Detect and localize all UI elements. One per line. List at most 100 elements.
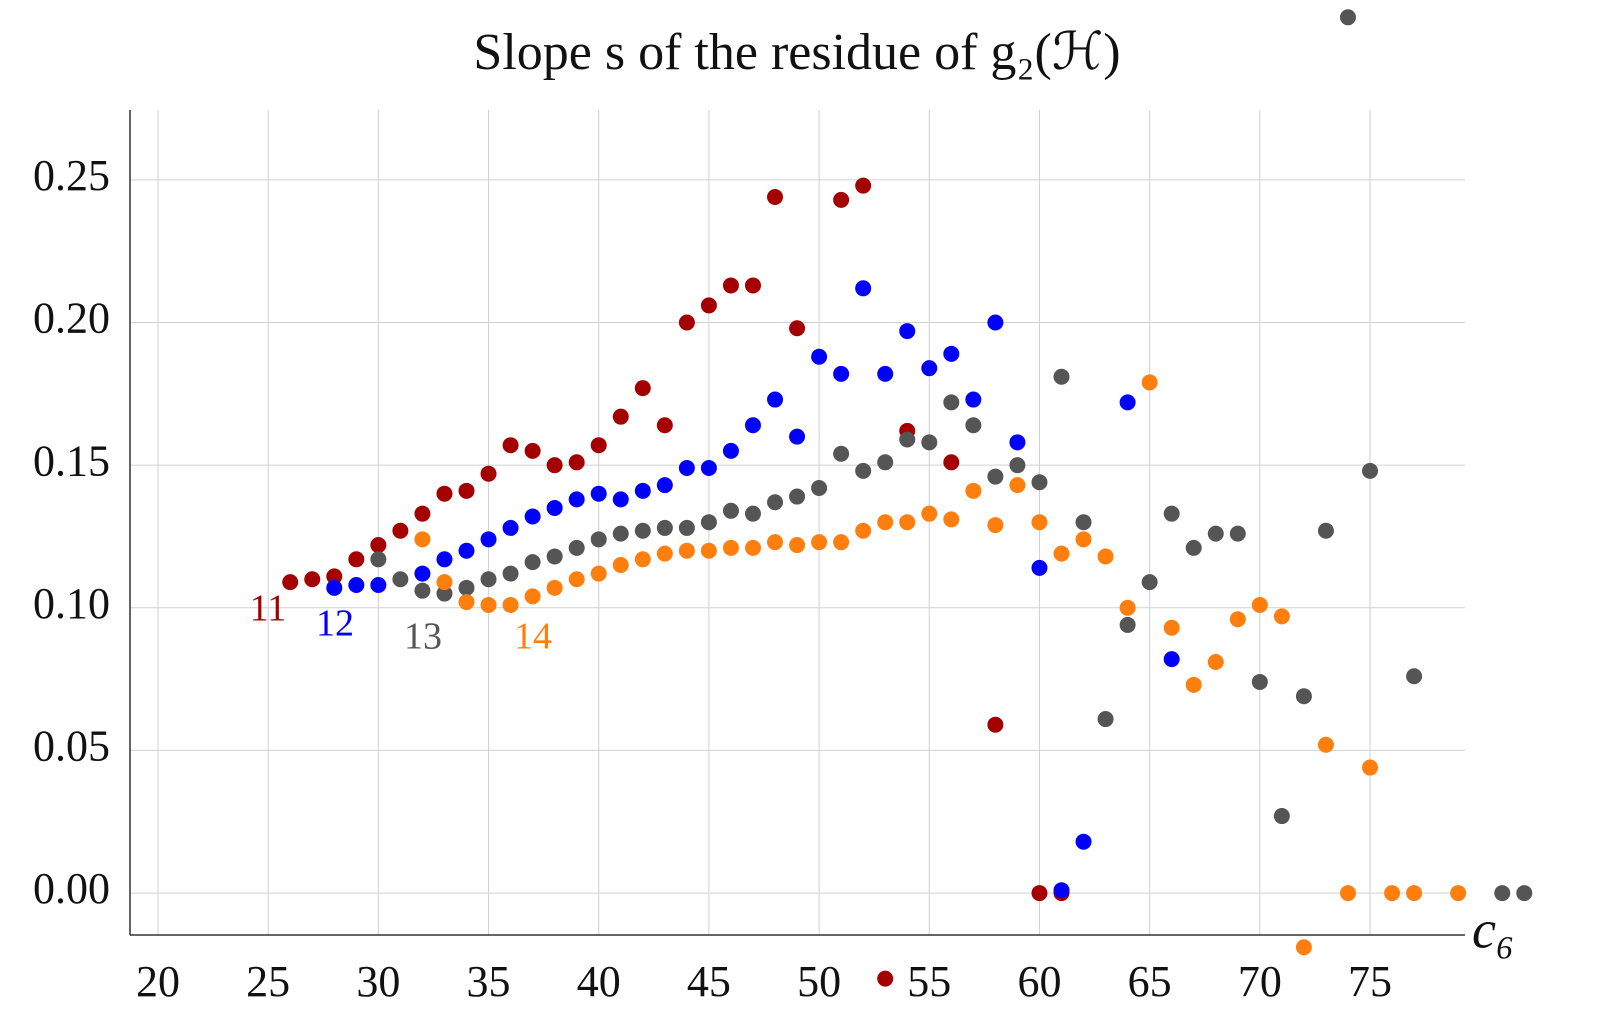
data-point [811, 534, 828, 551]
data-point [1009, 434, 1026, 451]
data-point [1053, 882, 1070, 899]
chart-title: Slope s of the residue of g₂(ℋ) [473, 24, 1120, 81]
data-point [414, 505, 431, 522]
data-point [943, 394, 960, 411]
x-tick-label: 65 [1128, 957, 1172, 1006]
data-point [502, 565, 519, 582]
data-point [480, 571, 497, 588]
data-point [1119, 599, 1136, 616]
y-tick-label: 0.25 [33, 151, 110, 200]
data-point [458, 579, 475, 596]
data-point [1273, 608, 1290, 625]
data-point [767, 391, 784, 408]
data-point [436, 574, 453, 591]
data-point [546, 579, 563, 596]
data-point [1339, 885, 1356, 902]
x-tick-label: 75 [1348, 957, 1392, 1006]
data-point [590, 531, 607, 548]
data-point [1031, 474, 1048, 491]
data-point [855, 177, 872, 194]
data-point [1009, 477, 1026, 494]
data-point [1031, 514, 1048, 531]
data-point [546, 548, 563, 565]
y-tick-label: 0.05 [33, 722, 110, 771]
data-point [1229, 525, 1246, 542]
data-point [634, 380, 651, 397]
data-point [1339, 9, 1356, 26]
data-point [502, 437, 519, 454]
x-tick-label: 25 [246, 957, 290, 1006]
data-point [612, 525, 629, 542]
data-point [546, 499, 563, 516]
data-point [1317, 522, 1334, 539]
data-point [1053, 545, 1070, 562]
data-point [965, 391, 982, 408]
data-point [855, 462, 872, 479]
data-point [436, 485, 453, 502]
data-point [789, 428, 806, 445]
data-point [1229, 611, 1246, 628]
data-point [965, 482, 982, 499]
data-point [1516, 885, 1533, 902]
data-point [700, 297, 717, 314]
data-point [1273, 808, 1290, 825]
data-point [656, 417, 673, 434]
data-point [1075, 531, 1092, 548]
data-point [436, 551, 453, 568]
data-point [789, 488, 806, 505]
data-point [590, 437, 607, 454]
data-point [744, 539, 761, 556]
data-point [656, 477, 673, 494]
data-point [590, 485, 607, 502]
data-point [1163, 619, 1180, 636]
data-point [987, 468, 1004, 485]
data-point [811, 348, 828, 365]
data-point [1075, 833, 1092, 850]
data-point [1406, 668, 1423, 685]
data-point [1295, 939, 1312, 956]
data-point [634, 482, 651, 499]
data-point [678, 460, 695, 477]
data-point [282, 574, 299, 591]
data-point [1362, 462, 1379, 479]
series-label: 12 [316, 603, 354, 645]
data-point [700, 514, 717, 531]
data-point [744, 277, 761, 294]
x-axis-label: c₆ [1472, 899, 1515, 959]
data-point [1097, 548, 1114, 565]
series-label: 13 [404, 616, 442, 658]
data-point [833, 191, 850, 208]
data-point [722, 539, 739, 556]
data-point [370, 551, 387, 568]
x-tick-label: 40 [577, 957, 621, 1006]
data-point [1185, 539, 1202, 556]
data-point [348, 576, 365, 593]
data-point [1163, 505, 1180, 522]
data-point [744, 505, 761, 522]
data-point [877, 970, 894, 987]
x-tick-label: 55 [907, 957, 951, 1006]
data-point [700, 460, 717, 477]
data-point [722, 442, 739, 459]
data-point [855, 280, 872, 297]
data-point [546, 457, 563, 474]
data-point [1362, 759, 1379, 776]
x-tick-label: 30 [356, 957, 400, 1006]
data-point [612, 557, 629, 574]
data-point [965, 417, 982, 434]
data-point [1295, 688, 1312, 705]
data-point [987, 716, 1004, 733]
data-point [1097, 711, 1114, 728]
y-tick-label: 0.10 [33, 579, 110, 628]
data-point [1053, 368, 1070, 385]
data-point [634, 551, 651, 568]
data-point [789, 320, 806, 337]
data-point [656, 545, 673, 562]
data-point [370, 537, 387, 554]
data-point [568, 571, 585, 588]
data-point [899, 323, 916, 340]
data-point [1251, 596, 1268, 613]
data-point [700, 542, 717, 559]
